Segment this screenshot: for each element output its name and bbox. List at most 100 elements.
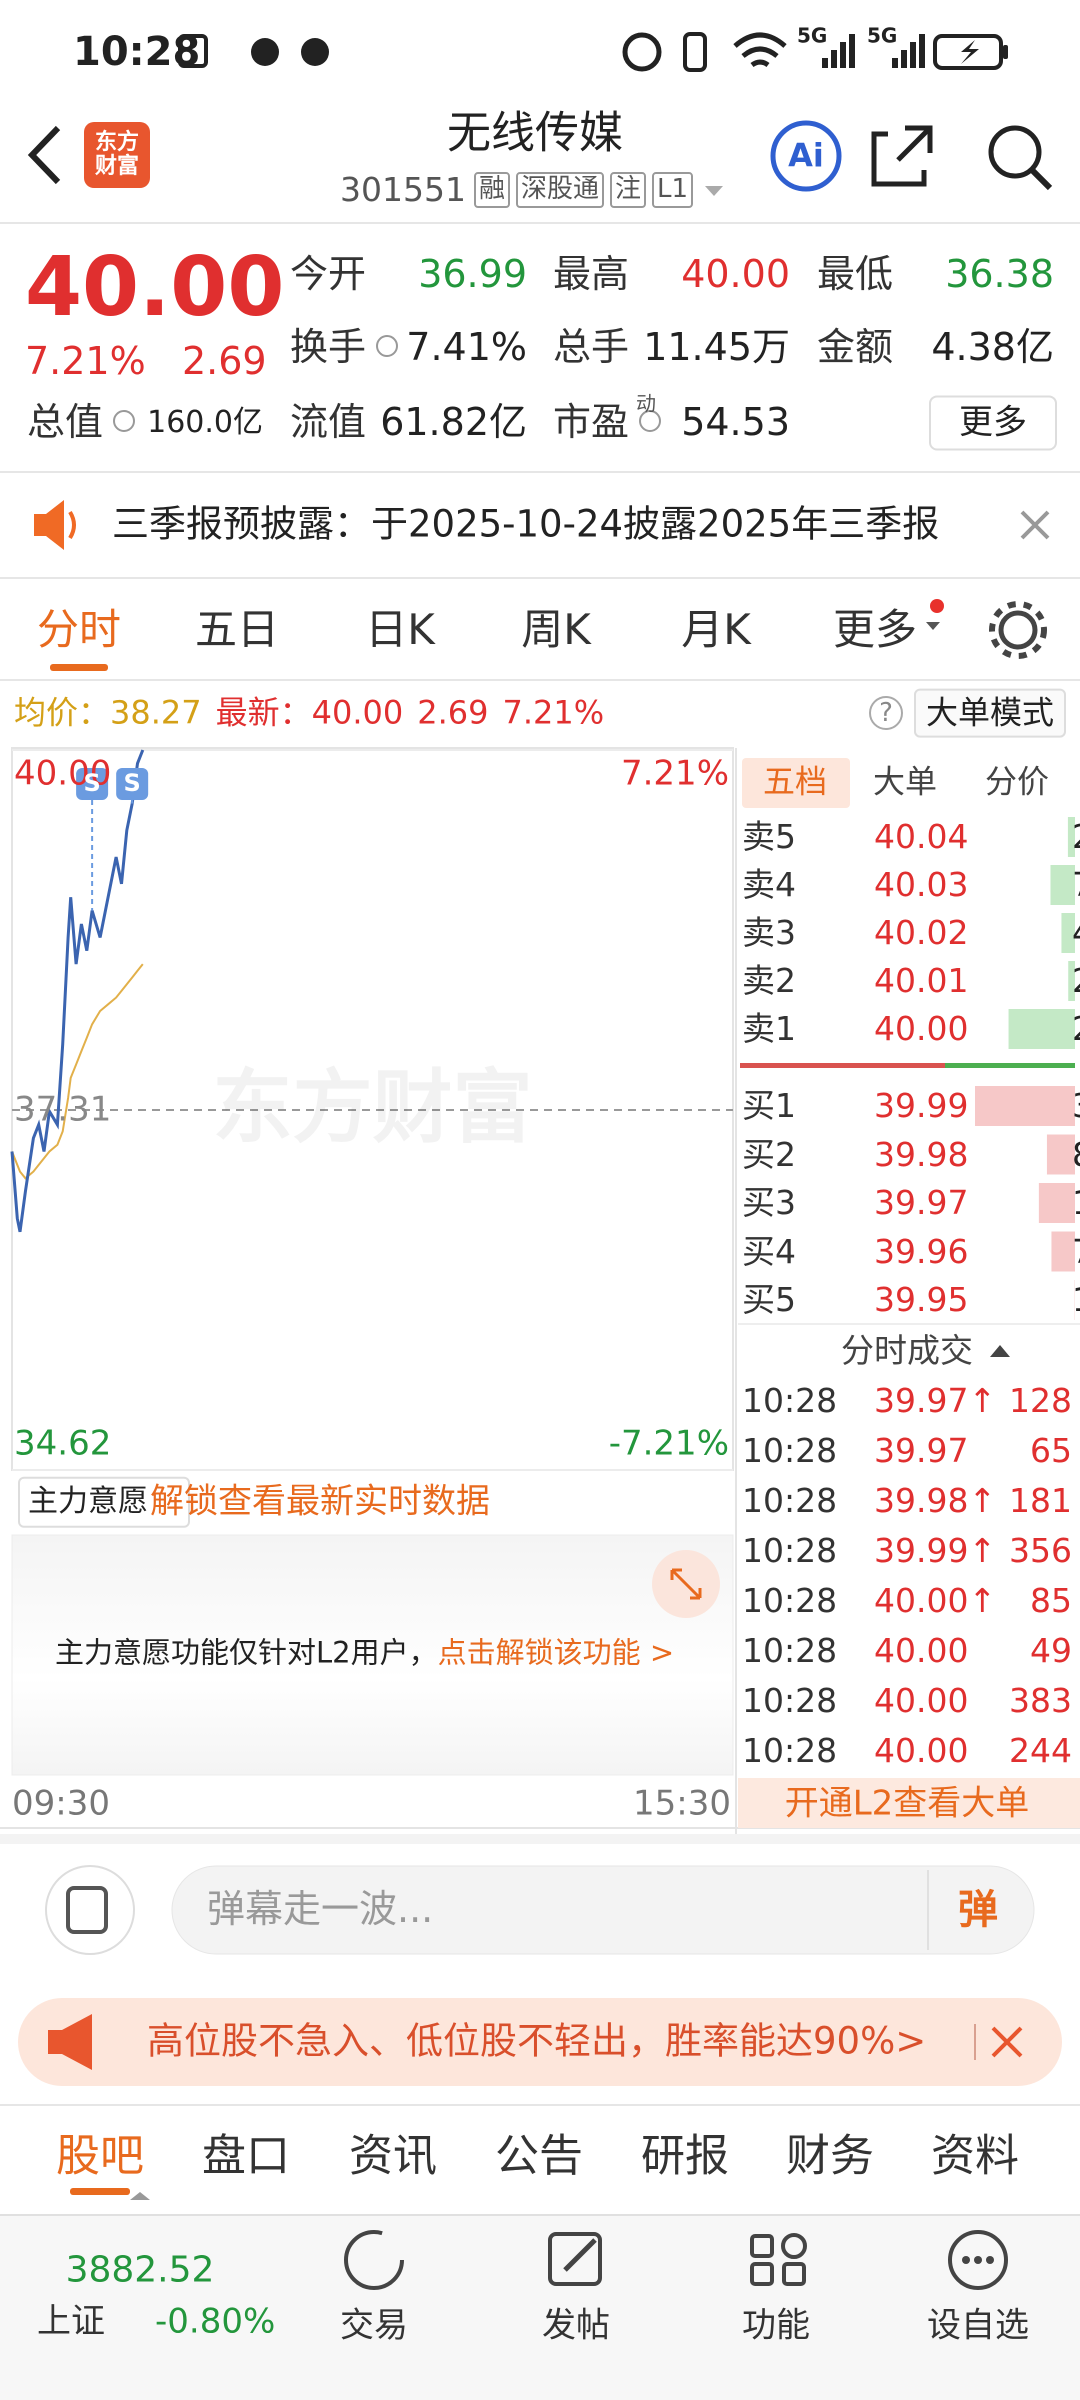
last-price: 40.00: [25, 239, 285, 335]
close-icon[interactable]: [1020, 510, 1050, 540]
book-price: 40.02: [874, 913, 969, 953]
upgrade-link[interactable]: 开通L2查看大单: [784, 1783, 1030, 1824]
content-tab[interactable]: 资讯: [349, 2130, 437, 2182]
y-tick-label: 34.62: [14, 1423, 112, 1464]
tab-underline: [50, 664, 108, 671]
depth-bar: [1067, 817, 1075, 857]
depth-bar: [1038, 1183, 1075, 1223]
trade-price: 40.00: [874, 1631, 969, 1671]
close-icon[interactable]: [991, 2026, 1023, 2058]
trade-icon[interactable]: [344, 2230, 404, 2290]
stock-tag: 注: [610, 172, 647, 208]
book-price: 40.03: [874, 865, 969, 905]
trade-price: 39.97↑: [874, 1381, 997, 1421]
book-price: 39.95: [874, 1280, 969, 1320]
more-button[interactable]: 更多: [929, 395, 1057, 451]
stock-tag: L1: [652, 172, 694, 208]
chart-tab[interactable]: 月K: [681, 604, 751, 654]
trade-time: 10:28: [742, 1381, 838, 1421]
book-price: 39.97: [874, 1183, 969, 1223]
nav-item[interactable]: 发帖: [542, 2305, 610, 2346]
depth-bar: [1061, 913, 1075, 953]
chart-tab[interactable]: 周K: [521, 604, 591, 654]
watchlist-icon[interactable]: [948, 2230, 1008, 2290]
content-tab[interactable]: 盘口: [202, 2130, 290, 2182]
stat-label: 总手: [553, 325, 630, 370]
book-price: 40.01: [874, 961, 969, 1001]
book-label: 买4: [742, 1231, 796, 1271]
post-icon[interactable]: [548, 2232, 602, 2286]
promo-text[interactable]: 高位股不急入、低位股不轻出，胜率能达90%>: [147, 2019, 927, 2063]
book-tab[interactable]: 分价: [984, 762, 1050, 801]
expand-arrow[interactable]: [130, 2192, 150, 2200]
chart-tab[interactable]: 五日: [194, 604, 280, 654]
promo-banner[interactable]: [18, 1998, 1062, 2086]
info-icon: [639, 410, 661, 432]
trade-qty: 356: [1009, 1531, 1072, 1571]
book-qty: 21: [1072, 962, 1080, 1000]
nav-item[interactable]: 设自选: [927, 2305, 1029, 2346]
ai-label[interactable]: Ai: [788, 136, 824, 175]
book-price: 39.96: [874, 1231, 969, 1271]
stat-value: 36.99: [418, 252, 527, 297]
info-icon: [113, 410, 135, 432]
info-change: 2.69: [417, 693, 489, 732]
speaker-icon: [34, 500, 64, 550]
danmaku-button[interactable]: 弹: [958, 1887, 998, 1933]
search-icon[interactable]: [988, 125, 1042, 179]
nav-item[interactable]: 功能: [742, 2305, 810, 2346]
change-percent: 7.21%: [25, 339, 146, 384]
stat-value: 11.45万: [643, 325, 790, 370]
book-label: 卖1: [742, 1009, 796, 1049]
logo-background: [84, 122, 150, 188]
mode-button[interactable]: 大单模式: [913, 688, 1067, 738]
page-title: 无线传媒: [447, 107, 623, 159]
dropdown-arrow[interactable]: [705, 186, 723, 196]
trade-qty: 383: [1009, 1681, 1072, 1721]
book-qty: 112: [1072, 1184, 1080, 1222]
chart-tab[interactable]: 更多: [832, 604, 918, 654]
content-tab[interactable]: 财务: [786, 2130, 874, 2182]
trade-time: 10:28: [742, 1431, 838, 1471]
indicator-action[interactable]: 点击解锁该功能 >: [437, 1635, 675, 1670]
book-tab[interactable]: 五档: [762, 762, 828, 801]
post-icon-pen: [563, 2238, 597, 2272]
chart-tab[interactable]: 日K: [365, 604, 435, 654]
book-label: 买2: [742, 1134, 796, 1174]
comment-input[interactable]: [171, 1865, 1035, 1955]
nav-background: [0, 2215, 1080, 2400]
book-price: 39.99: [874, 1086, 969, 1126]
ai-icon[interactable]: [770, 120, 842, 192]
series-line: [11, 963, 144, 1180]
content-tab[interactable]: 研报: [641, 2130, 729, 2182]
book-qty: 87: [1072, 1135, 1080, 1174]
chart: [10, 749, 733, 1471]
nav-item[interactable]: 交易: [340, 2305, 408, 2346]
stat-value: 54.53: [681, 400, 790, 445]
book-qty: 1: [1072, 1281, 1080, 1319]
content-tab[interactable]: 公告: [495, 2130, 583, 2182]
chart-tab[interactable]: 分时: [36, 604, 122, 654]
index-value[interactable]: 3882.52: [65, 2249, 215, 2291]
comment-icon[interactable]: [45, 1865, 135, 1955]
stat-value: 40.00: [681, 252, 790, 297]
indicator-link[interactable]: 解锁查看最新实时数据: [150, 1481, 490, 1522]
depth-bar: [1068, 961, 1075, 1001]
trade-qty: 181: [1009, 1481, 1072, 1521]
settings-icon[interactable]: [998, 610, 1038, 650]
book-tab[interactable]: 大单: [872, 762, 938, 801]
change-amount: 2.69: [182, 339, 267, 384]
content-tab[interactable]: 资料: [931, 2130, 1019, 2182]
back-icon[interactable]: [27, 125, 61, 185]
indicator-dropdown[interactable]: 主力意愿: [18, 1476, 190, 1528]
comment-placeholder[interactable]: 弹幕走一波...: [207, 1887, 434, 1932]
depth-bar: [975, 1086, 1075, 1126]
function-icon[interactable]: [750, 2233, 807, 2286]
info-icon: [376, 335, 398, 357]
help-icon[interactable]: ?: [869, 696, 903, 730]
share-icon[interactable]: [871, 125, 933, 187]
trade-qty: 49: [1030, 1631, 1072, 1671]
content-tab[interactable]: 股吧: [56, 2130, 144, 2182]
stock-tag: 深股通: [516, 172, 605, 208]
